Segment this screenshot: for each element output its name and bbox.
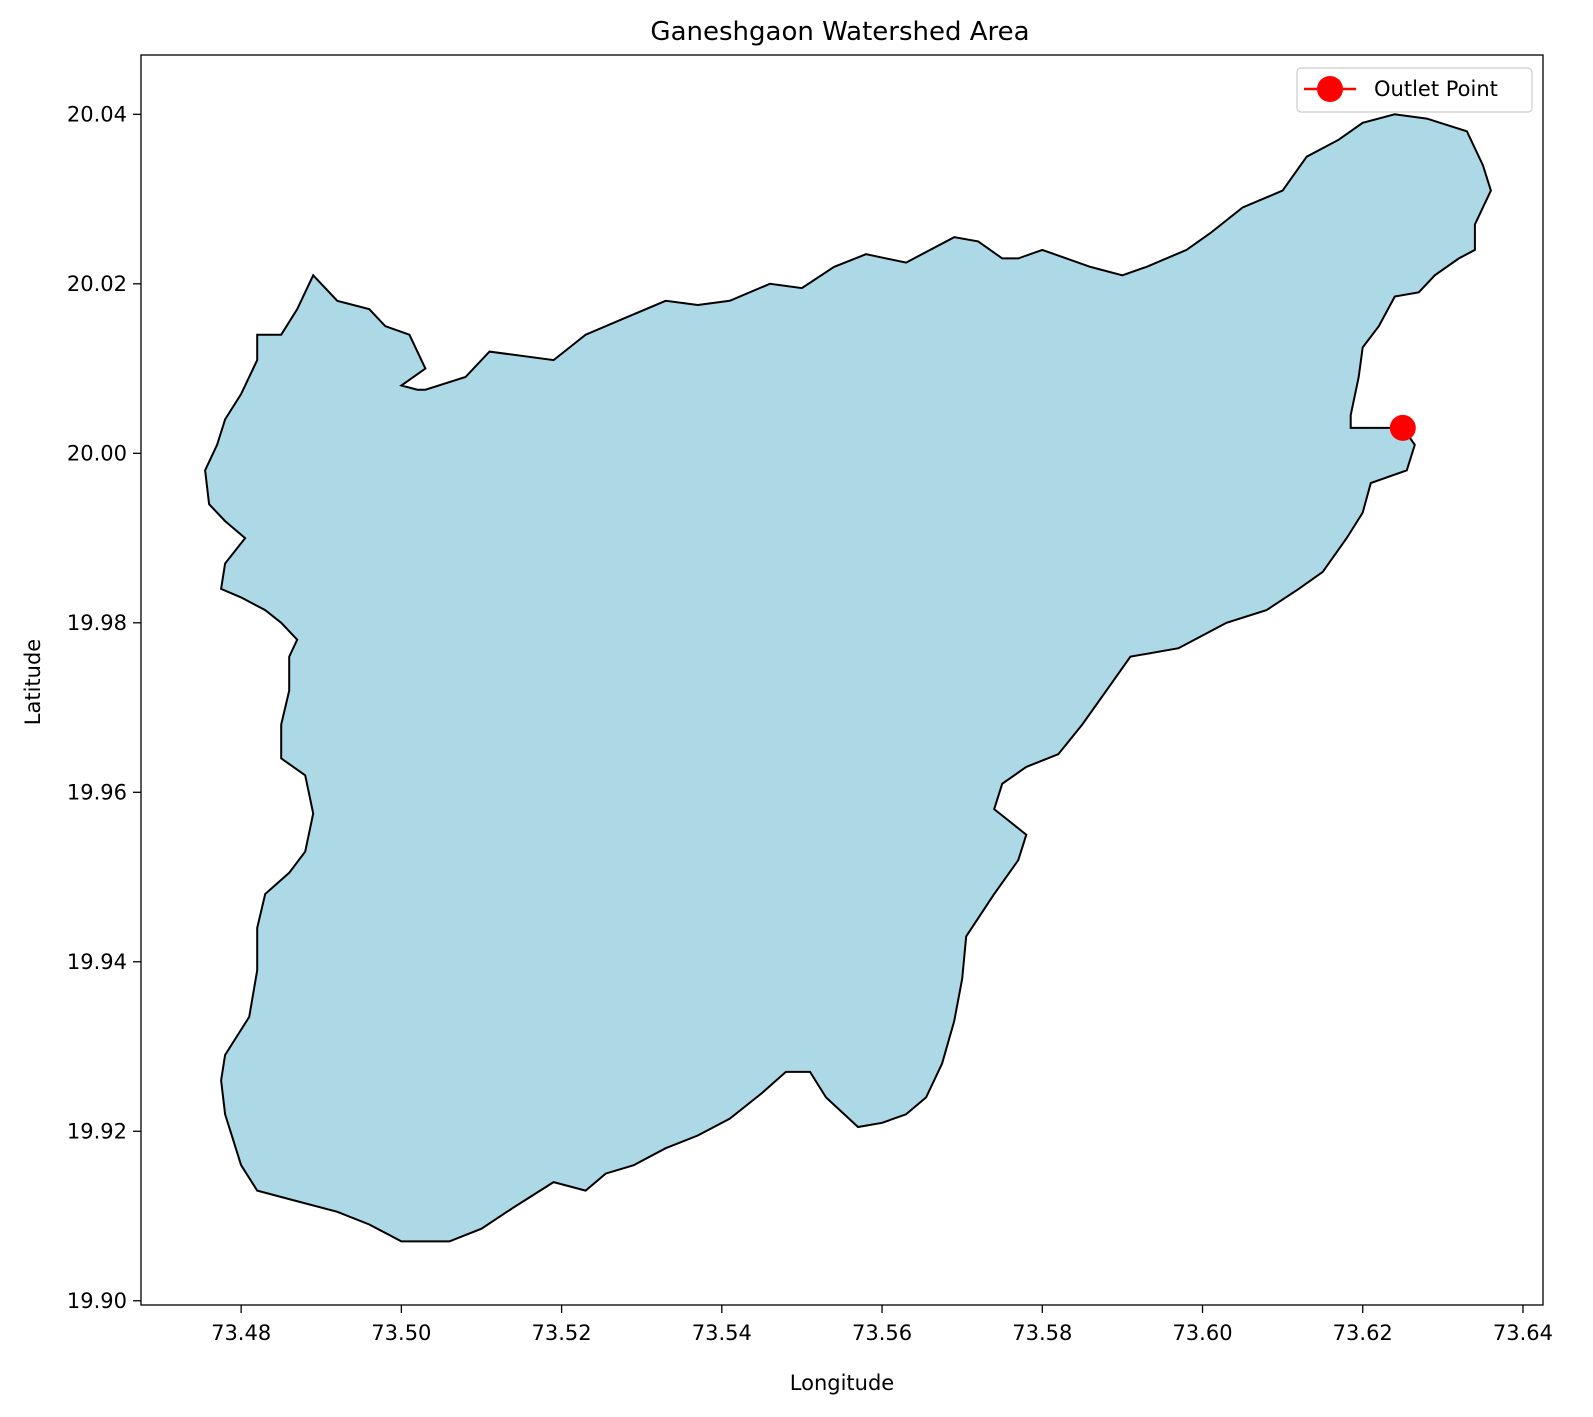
y-tick-label: 19.92 — [67, 1119, 127, 1143]
y-axis-label: Latitude — [21, 639, 45, 725]
chart-title: Ganeshgaon Watershed Area — [650, 17, 1029, 47]
legend-point-marker — [1317, 76, 1343, 102]
y-tick-label: 19.98 — [67, 611, 127, 635]
legend-label-outlet: Outlet Point — [1374, 77, 1498, 101]
legend-box — [1296, 67, 1533, 113]
x-tick-label: 73.54 — [692, 1321, 752, 1345]
y-tick-label: 20.00 — [67, 441, 127, 465]
legend: Outlet Point — [1296, 67, 1533, 113]
y-tick-label: 19.94 — [67, 950, 127, 974]
x-tick-label: 73.52 — [532, 1321, 592, 1345]
y-axis-ticks: 19.90 19.92 19.94 19.96 19.98 20.00 20.02 20.04 — [67, 102, 141, 1313]
outlet-layer — [1389, 414, 1416, 441]
plot-frame — [140, 54, 1544, 1306]
x-tick-label: 73.48 — [211, 1321, 271, 1345]
x-tick-label: 73.64 — [1493, 1321, 1553, 1345]
x-tick-label: 73.50 — [371, 1321, 431, 1345]
x-tick-label: 73.62 — [1333, 1321, 1393, 1345]
x-tick-label: 73.60 — [1172, 1321, 1232, 1345]
x-tick-label: 73.56 — [852, 1321, 912, 1345]
x-axis-label: Longitude — [790, 1371, 894, 1395]
x-axis-ticks: 73.48 73.50 73.52 73.54 73.56 73.58 73.60 73.62… — [211, 1305, 1553, 1345]
watershed-layer — [204, 113, 1492, 1243]
outlet-point — [1389, 414, 1416, 441]
x-tick-label: 73.58 — [1012, 1321, 1072, 1345]
y-tick-label: 20.02 — [67, 272, 127, 296]
y-tick-label: 19.90 — [67, 1289, 127, 1313]
y-tick-label: 20.04 — [67, 102, 127, 126]
y-tick-label: 19.96 — [67, 780, 127, 804]
watershed-polygon — [204, 113, 1492, 1243]
